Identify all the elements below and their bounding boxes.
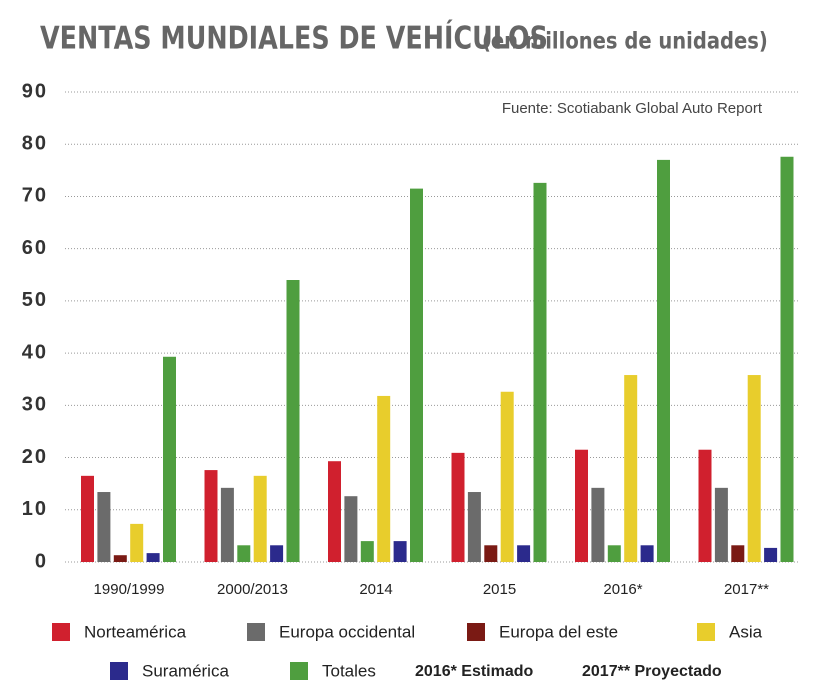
bar [253, 475, 267, 562]
x-tick-label: 2016* [603, 581, 642, 598]
x-tick-label: 2000/2013 [217, 581, 288, 598]
bar [286, 280, 300, 562]
bar [714, 487, 728, 562]
bar [360, 541, 374, 562]
bar [97, 492, 111, 562]
bar [764, 547, 778, 562]
legend-swatch [697, 623, 715, 641]
bar [624, 375, 638, 562]
bar [533, 182, 547, 562]
bar [747, 375, 761, 562]
x-tick-label: 2015 [483, 581, 516, 598]
bar [731, 545, 745, 562]
source: Fuente: Scotiabank Global Auto Report [502, 100, 763, 117]
bar [780, 156, 794, 562]
legend-label: Europa occidental [279, 622, 415, 641]
y-tick-label: 50 [22, 289, 48, 311]
y-tick-label: 20 [22, 446, 48, 468]
legend-swatch [52, 623, 70, 641]
legend-swatch [247, 623, 265, 641]
bar [204, 470, 218, 562]
bar [500, 391, 514, 562]
legend-label: Suramérica [142, 661, 229, 680]
bar [146, 553, 160, 562]
y-tick-label: 90 [22, 80, 48, 102]
legend-swatch [110, 662, 128, 680]
bar [81, 475, 94, 562]
bar [237, 545, 251, 562]
x-tick-label: 2017** [724, 581, 769, 598]
legend-swatch [290, 662, 308, 680]
bar [484, 545, 498, 562]
y-tick-label: 70 [22, 185, 48, 207]
y-tick-label: 80 [22, 133, 48, 155]
bar [410, 188, 423, 562]
y-tick-label: 30 [22, 394, 48, 416]
bar [130, 523, 144, 562]
note: 2017** Proyectado [582, 663, 722, 680]
bar [393, 541, 407, 562]
y-tick-label: 10 [22, 498, 48, 520]
bar [575, 449, 588, 562]
bar [270, 545, 284, 562]
bar [328, 461, 341, 562]
x-tick-label: 1990/1999 [94, 581, 165, 598]
legend-label: Totales [322, 661, 376, 680]
legend-label: Europa del este [499, 622, 618, 641]
bar [344, 496, 358, 562]
note: 2016* Estimado [415, 663, 534, 680]
bar [607, 545, 621, 562]
y-tick-label: 40 [22, 341, 48, 363]
bar [163, 356, 176, 562]
y-tick-label: 0 [35, 550, 48, 572]
bar [698, 449, 712, 562]
bar [657, 159, 670, 562]
bar [113, 555, 127, 562]
bar [591, 487, 605, 562]
legend-swatch [467, 623, 485, 641]
chart-title: VENTAS MUNDIALES DE VEHÍCULOS [40, 19, 548, 56]
legend-label: Asia [729, 622, 763, 641]
bar [220, 487, 234, 562]
bar [640, 545, 654, 562]
chart-subtitle: (en millones de unidades) [482, 28, 768, 55]
x-tick-label: 2014 [359, 581, 392, 598]
bar [377, 395, 391, 562]
y-tick-label: 60 [22, 237, 48, 259]
bar [517, 545, 531, 562]
bar [451, 452, 465, 562]
bar [467, 492, 481, 562]
legend-label: Norteamérica [84, 622, 187, 641]
